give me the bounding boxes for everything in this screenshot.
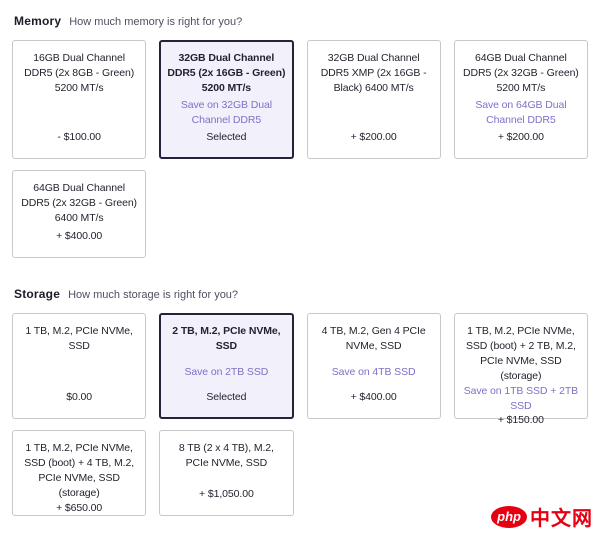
memory-option-16gb-5200[interactable]: 16GB Dual Channel DDR5 (2x 8GB - Green) … [12,40,147,159]
storage-option-1tb[interactable]: 1 TB, M.2, PCIe NVMe, SSD $0.00 [12,313,147,419]
storage-section-title: Storage [14,287,61,301]
memory-section: Memory How much memory is right for you?… [12,14,588,258]
memory-options-grid: 16GB Dual Channel DDR5 (2x 8GB - Green) … [12,40,588,258]
option-title: 1 TB, M.2, PCIe NVMe, SSD (boot) + 4 TB,… [24,442,135,499]
storage-option-1tb-plus-2tb[interactable]: 1 TB, M.2, PCIe NVMe, SSD (boot) + 2 TB,… [453,313,588,426]
memory-section-header: Memory How much memory is right for you? [14,14,588,28]
option-title: 32GB Dual Channel DDR5 (2x 16GB - Green)… [167,52,286,94]
option-title: 32GB Dual Channel DDR5 XMP (2x 16GB - Bl… [320,52,427,94]
selected-status: Selected [206,391,247,404]
storage-section-header: Storage How much storage is right for yo… [14,287,588,301]
option-save-note: Save on 64GB Dual Channel DDR5 [475,99,567,126]
option-price: + $650.00 [56,501,103,514]
option-title: 1 TB, M.2, PCIe NVMe, SSD (boot) + 2 TB,… [465,325,576,382]
selected-status: Selected [206,131,247,144]
option-price: - $100.00 [57,131,101,144]
memory-option-32gb-5200-selected[interactable]: 32GB Dual Channel DDR5 (2x 16GB - Green)… [159,40,294,159]
option-title: 64GB Dual Channel DDR5 (2x 32GB - Green)… [463,52,579,94]
option-price: $0.00 [66,391,93,404]
option-save-note: Save on 32GB Dual Channel DDR5 [180,99,272,126]
option-price: + $400.00 [350,391,397,404]
option-title: 2 TB, M.2, PCIe NVMe, SSD [172,325,281,352]
memory-section-title: Memory [14,14,62,28]
storage-section-subtitle: How much storage is right for you? [68,289,239,301]
option-price: + $1,050.00 [199,488,254,501]
php-logo-badge-icon: php [491,505,527,528]
storage-section: Storage How much storage is right for yo… [12,287,588,516]
option-price: + $150.00 [497,414,544,427]
memory-option-64gb-5200[interactable]: 64GB Dual Channel DDR5 (2x 32GB - Green)… [453,40,588,159]
option-title: 1 TB, M.2, PCIe NVMe, SSD [25,325,133,352]
option-price: + $400.00 [56,230,103,243]
option-price: + $200.00 [350,131,397,144]
option-title: 4 TB, M.2, Gen 4 PCIe NVMe, SSD [321,325,426,352]
watermark: php 中文网 [491,502,593,531]
storage-options-grid: 1 TB, M.2, PCIe NVMe, SSD $0.00 2 TB, M.… [12,313,588,516]
memory-option-32gb-xmp-6400[interactable]: 32GB Dual Channel DDR5 XMP (2x 16GB - Bl… [306,40,441,159]
option-save-note: Save on 1TB SSD + 2TB SSD [463,384,579,412]
memory-section-subtitle: How much memory is right for you? [69,16,243,28]
watermark-site-text: 中文网 [530,508,593,530]
storage-option-8tb[interactable]: 8 TB (2 x 4 TB), M.2, PCIe NVMe, SSD + $… [159,430,294,516]
option-title: 16GB Dual Channel DDR5 (2x 8GB - Green) … [24,52,135,94]
storage-option-1tb-plus-4tb[interactable]: 1 TB, M.2, PCIe NVMe, SSD (boot) + 4 TB,… [12,430,147,516]
storage-option-2tb-selected[interactable]: 2 TB, M.2, PCIe NVMe, SSD Save on 2TB SS… [159,313,294,419]
option-title: 8 TB (2 x 4 TB), M.2, PCIe NVMe, SSD [178,442,274,469]
option-save-note: Save on 2TB SSD [184,365,269,378]
option-title: 64GB Dual Channel DDR5 (2x 32GB - Green)… [21,182,137,224]
option-price: + $200.00 [497,131,544,144]
memory-option-64gb-6400[interactable]: 64GB Dual Channel DDR5 (2x 32GB - Green)… [12,170,147,258]
storage-option-4tb-gen4[interactable]: 4 TB, M.2, Gen 4 PCIe NVMe, SSD Save on … [306,313,441,419]
option-save-note: Save on 4TB SSD [331,365,416,378]
